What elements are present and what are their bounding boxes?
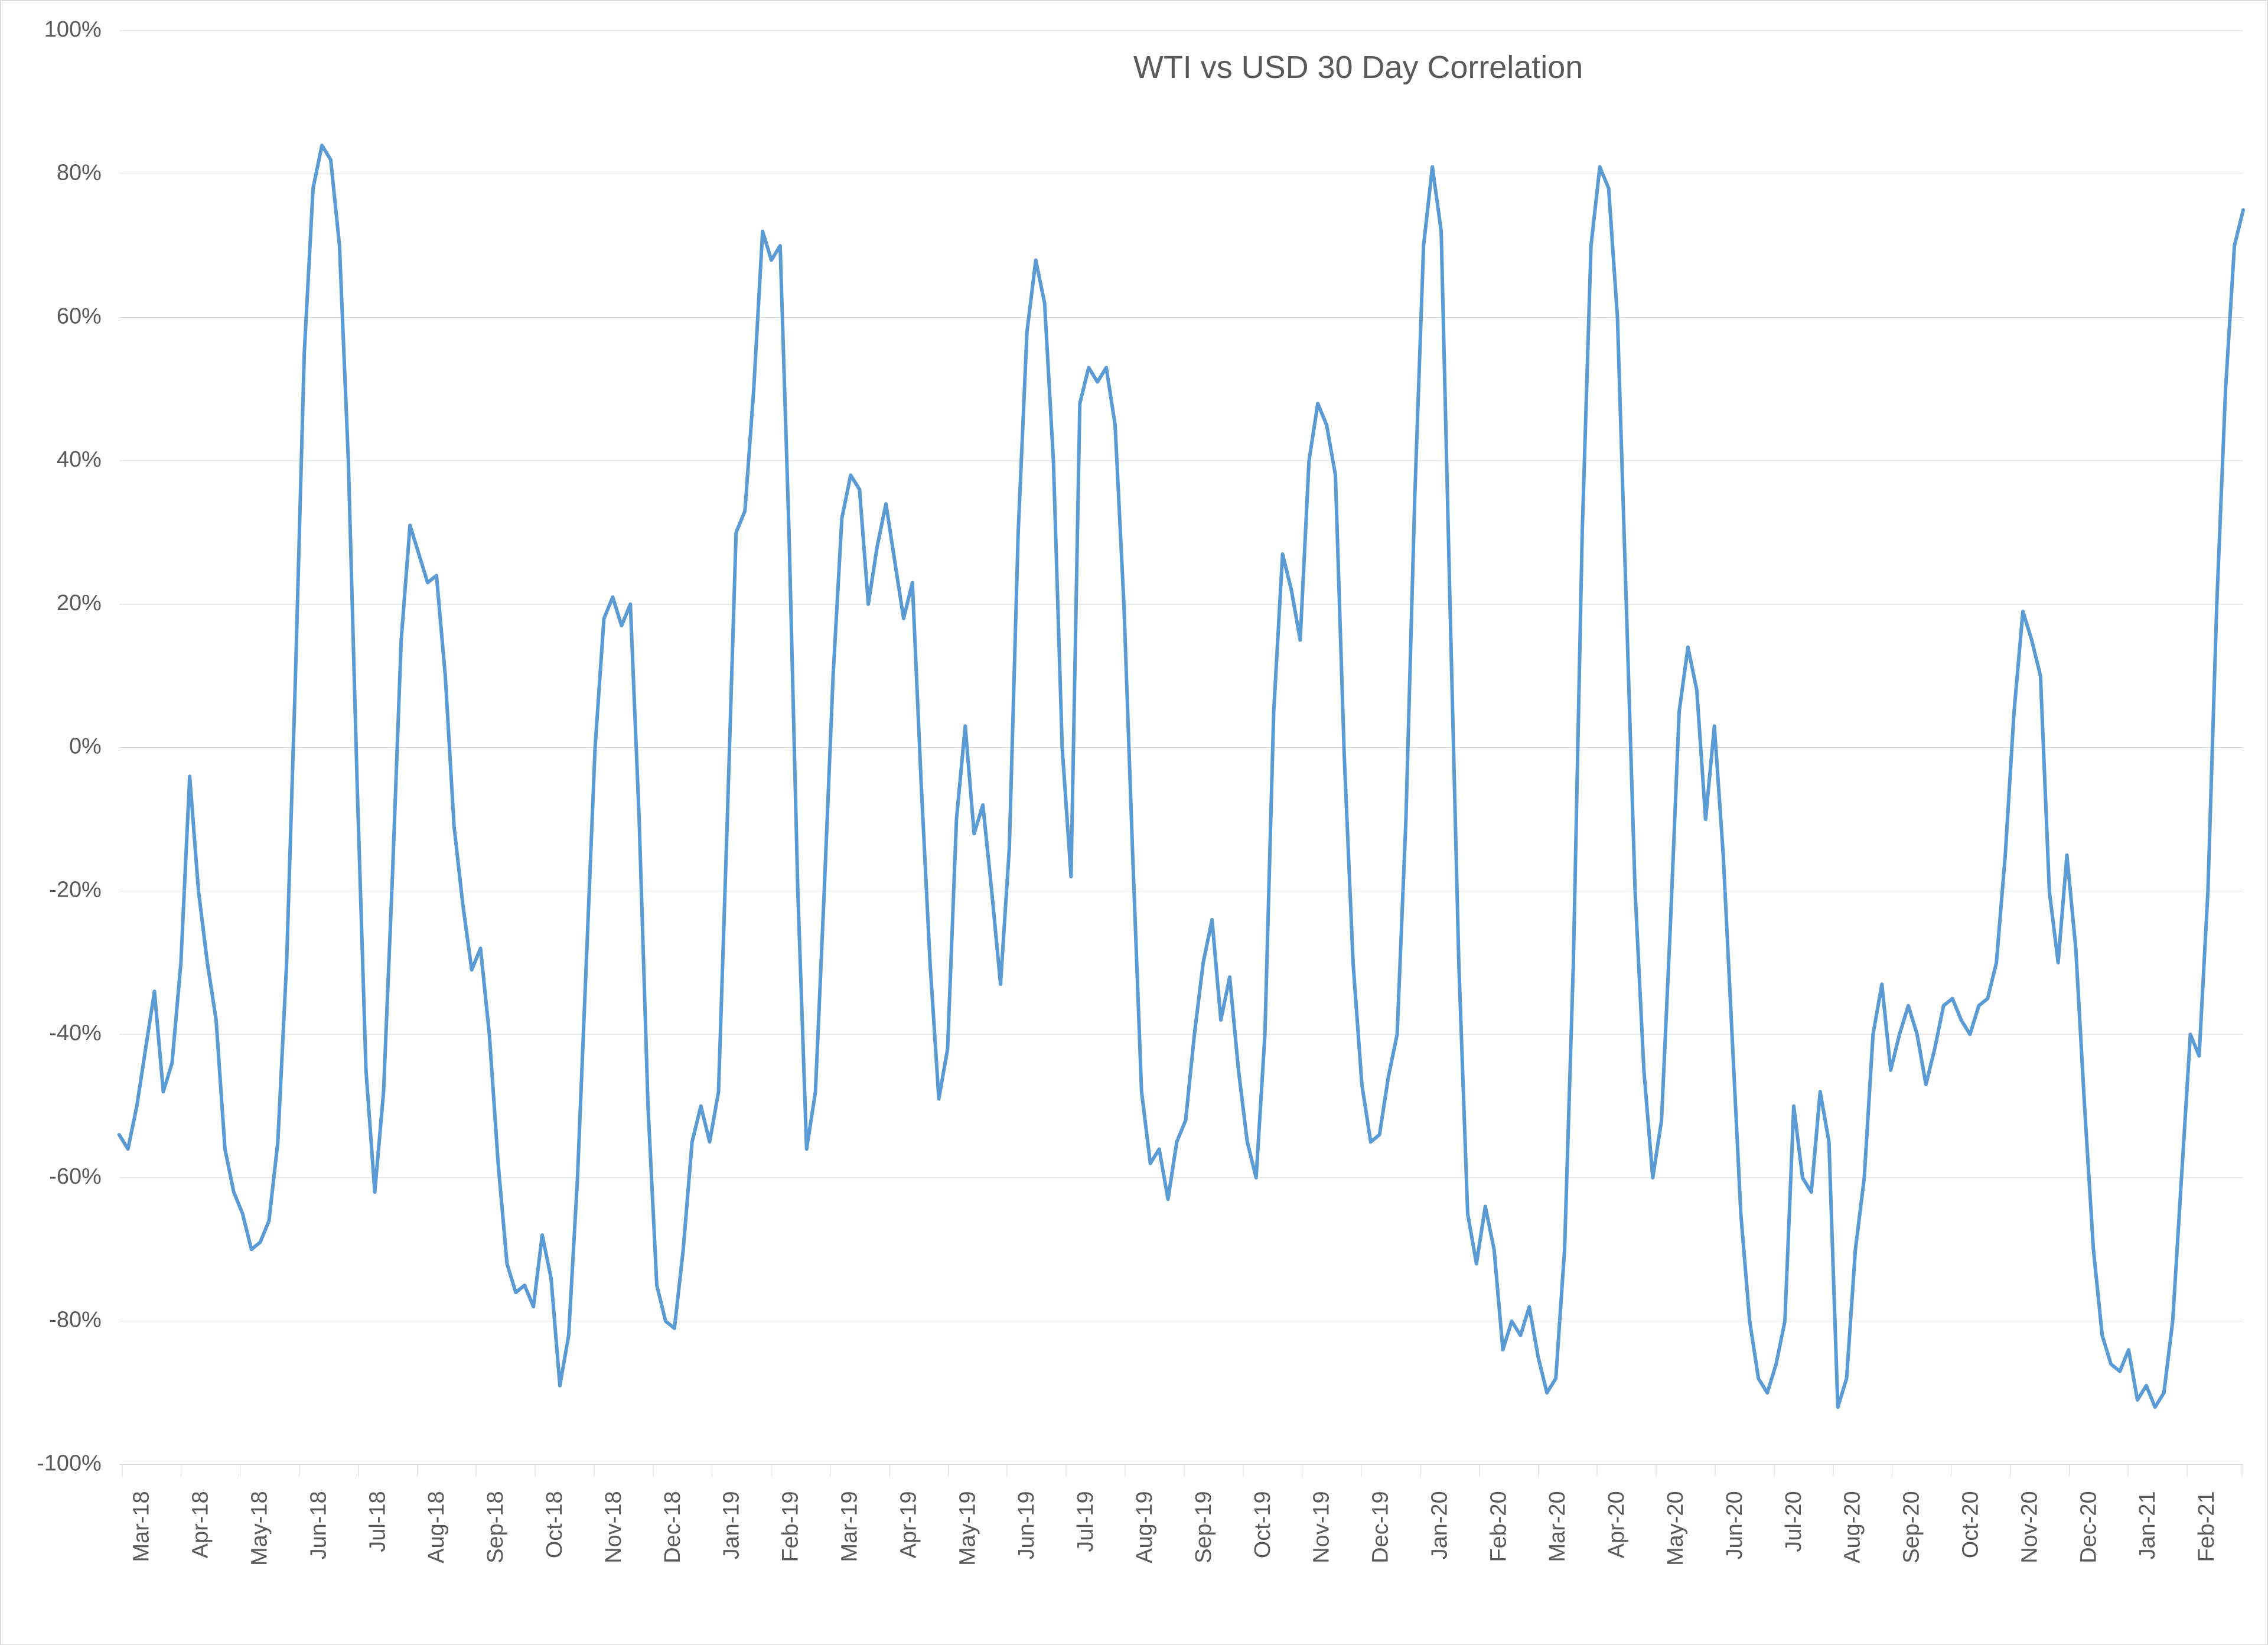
x-axis-label: Nov-20 [2017, 1491, 2042, 1563]
x-axis-label: May-18 [247, 1491, 272, 1566]
x-axis-label: Jan-21 [2135, 1491, 2160, 1559]
y-axis-label: -20% [49, 877, 102, 902]
x-axis-label: Jul-20 [1781, 1491, 1806, 1552]
x-axis-label: Jun-18 [306, 1491, 331, 1559]
y-axis-label: 20% [57, 591, 102, 615]
y-axis-label: 60% [57, 304, 102, 328]
x-axis-label: Feb-20 [1486, 1491, 1511, 1562]
x-axis-label: Aug-20 [1840, 1491, 1865, 1563]
x-axis-label: Dec-19 [1368, 1491, 1393, 1563]
x-axis-label: Apr-19 [896, 1491, 921, 1558]
y-axis-label: 40% [57, 447, 102, 472]
y-axis-label: 0% [69, 734, 102, 759]
x-axis-label: Aug-18 [424, 1491, 449, 1563]
x-axis-label: May-19 [955, 1491, 980, 1566]
chart-title: WTI vs USD 30 Day Correlation [1133, 50, 1583, 85]
y-axis-label: -60% [49, 1164, 102, 1189]
x-axis-label: Dec-18 [660, 1491, 685, 1563]
x-axis-label: Mar-18 [129, 1491, 154, 1562]
y-axis-label: -80% [49, 1308, 102, 1333]
x-axis-label: Nov-18 [601, 1491, 626, 1563]
x-axis-label: Sep-18 [483, 1491, 508, 1563]
y-axis-label: -40% [49, 1021, 102, 1045]
x-axis-label: Dec-20 [2076, 1491, 2101, 1563]
chart-svg: -100% -80% -60% -40% -20% 0% 20% 40% 60% 80% 100% M… [1, 1, 2267, 1644]
y-axis-label: 80% [57, 161, 102, 185]
x-axis-label: Feb-21 [2194, 1491, 2219, 1562]
x-axis-label: Apr-18 [188, 1491, 213, 1558]
x-axis-label: May-20 [1663, 1491, 1688, 1566]
x-axis-label: Aug-19 [1132, 1491, 1157, 1563]
x-axis-label: Mar-20 [1545, 1491, 1570, 1562]
correlation-chart: -100% -80% -60% -40% -20% 0% 20% 40% 60% 80% 100% M… [0, 0, 2268, 1645]
x-axis-label: Jun-19 [1014, 1491, 1039, 1559]
x-axis-label: Oct-18 [542, 1491, 567, 1558]
y-axis-label: 100% [44, 17, 102, 42]
x-axis-label: Mar-19 [837, 1491, 862, 1562]
x-axis-label: Sep-19 [1191, 1491, 1216, 1563]
x-axis-label: Jul-19 [1073, 1491, 1098, 1552]
x-axis-label: Feb-19 [778, 1491, 803, 1562]
x-axis-label: Oct-19 [1250, 1491, 1275, 1558]
x-axis-label: Jan-20 [1427, 1491, 1452, 1559]
x-axis-label: Sep-20 [1899, 1491, 1924, 1563]
x-axis-label: Apr-20 [1604, 1491, 1629, 1558]
x-axis-label: Jan-19 [719, 1491, 744, 1559]
x-axis-label: Oct-20 [1958, 1491, 1983, 1558]
x-axis-label: Jun-20 [1722, 1491, 1747, 1559]
x-axis-label: Jul-18 [365, 1491, 390, 1552]
x-axis-label: Nov-19 [1309, 1491, 1334, 1563]
y-axis-label: -100% [37, 1451, 102, 1475]
